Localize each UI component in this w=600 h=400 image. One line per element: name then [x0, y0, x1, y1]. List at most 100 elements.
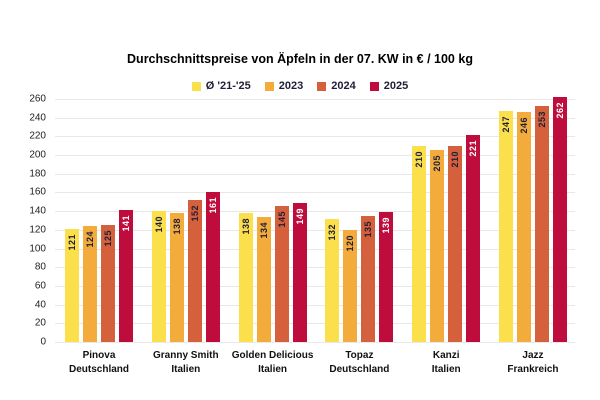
y-tick-label: 100	[29, 243, 46, 255]
bar-2024-5: 253	[534, 105, 549, 342]
category-origin: Italien	[258, 363, 288, 375]
bar-2025-3: 139	[379, 212, 394, 342]
bar-value-label: 210	[414, 150, 425, 168]
category-origin: Frankreich	[507, 363, 559, 375]
bar-value-label: 145	[276, 211, 287, 229]
bar-2024-0: 125	[101, 225, 115, 342]
legend-item-1: 2023	[264, 80, 303, 92]
bar-value-label: 247	[500, 116, 511, 133]
bar-2125-3: 132	[325, 218, 340, 342]
bar-value-label: 221	[468, 140, 479, 157]
bar-2023-3: 120	[343, 229, 358, 342]
legend-swatch-icon	[191, 81, 201, 91]
y-tick-label: 40	[34, 299, 46, 311]
bar-2125-0: 121	[65, 228, 79, 342]
bar-value-label: 124	[85, 231, 95, 248]
bar-2125-4: 210	[412, 145, 427, 342]
gridline	[55, 192, 575, 194]
bar-2024-3: 135	[361, 215, 376, 342]
category-label-3: Topaz Deutschland	[299, 349, 419, 376]
legend-swatch-icon	[369, 81, 379, 91]
bar-value-label: 134	[258, 221, 269, 239]
bar-value-label: 138	[171, 218, 182, 235]
y-tick-label: 80	[34, 261, 46, 273]
bar-2025-5: 262	[552, 97, 567, 342]
legend-label: Ø '21-'25	[205, 80, 251, 92]
category-variety: Golden Delicious	[231, 350, 314, 361]
legend-item-3: 2025	[369, 80, 409, 92]
bar-value-label: 125	[103, 230, 113, 247]
bar-2024-4: 210	[448, 145, 463, 342]
category-variety: Pinova	[82, 350, 116, 361]
bar-value-label: 210	[450, 150, 461, 168]
y-tick-label: 140	[29, 205, 46, 217]
bar-2024-2: 145	[274, 206, 289, 342]
legend-label: 2025	[383, 80, 409, 92]
y-tick-label: 180	[29, 168, 46, 180]
category-origin: Italien	[171, 363, 201, 375]
bar-2025-0: 141	[119, 210, 133, 342]
gridline	[55, 304, 575, 306]
plot-area: 121 124 125 141 Pinova Deutschland 140 138 152 16…	[55, 97, 575, 375]
bar-2023-5: 246	[516, 112, 531, 342]
bar-group-5: 247 246 253 262 Jazz Frankreich	[498, 97, 567, 375]
bar-value-label: 132	[327, 223, 338, 241]
category-variety: Topaz	[345, 350, 374, 361]
gridline	[55, 229, 575, 231]
bar-group-4: 210 205 210 221 Kanzi Italien	[412, 99, 481, 375]
bar-value-label: 246	[518, 117, 529, 134]
gridline	[55, 211, 575, 213]
bar-value-label: 139	[381, 217, 392, 234]
bar-2025-1: 161	[205, 191, 220, 342]
category-label-4: Kanzi Italien	[386, 349, 506, 376]
y-axis: 0 20 40 60 80 100 120 140 160 180 200 220 240 260	[0, 94, 46, 348]
category-origin: Deutschland	[329, 363, 390, 375]
bar-value-label: 135	[363, 220, 374, 238]
gridline	[55, 342, 575, 343]
y-tick-label: 60	[34, 280, 46, 292]
category-label-0: Pinova Deutschland	[39, 349, 159, 376]
bar-value-label: 253	[536, 110, 547, 128]
gridline	[55, 248, 575, 250]
bar-2024-1: 152	[187, 199, 202, 342]
y-tick-label: 200	[29, 149, 46, 161]
y-tick-label: 120	[29, 224, 46, 236]
bar-group-2: 138 134 145 149 Golden Delicious Italien	[232, 99, 313, 375]
bar-value-label: 120	[345, 234, 356, 252]
legend-swatch-icon	[317, 81, 327, 91]
legend-label: 2024	[331, 80, 356, 92]
bar-2025-2: 149	[292, 202, 307, 342]
category-origin: Italien	[431, 363, 461, 375]
gridline	[55, 99, 575, 100]
bar-value-label: 138	[240, 218, 251, 235]
bar-group-0: 121 124 125 141 Pinova Deutschland	[65, 99, 133, 375]
category-variety: Granny Smith	[153, 350, 219, 361]
category-label-1: Granny Smith Italien	[126, 349, 246, 376]
bar-group-1: 140 138 152 161 Granny Smith Italien	[151, 99, 220, 375]
bar-2125-1: 140	[151, 211, 166, 342]
legend-swatch-icon	[264, 81, 274, 91]
legend-item-2: 2024	[317, 80, 356, 92]
bar-value-label: 262	[554, 102, 565, 119]
y-tick-label: 240	[29, 112, 46, 124]
bar-value-label: 152	[189, 204, 200, 222]
category-label-5: Jazz Frankreich	[473, 349, 593, 376]
bar-2023-2: 134	[256, 216, 271, 342]
legend-item-0: Ø '21-'25	[191, 80, 251, 92]
bar-value-label: 121	[67, 233, 77, 251]
category-variety: Jazz	[522, 350, 544, 361]
chart-title: Durchschnittspreise von Äpfeln in der 07…	[127, 52, 473, 66]
bar-2025-4: 221	[466, 135, 481, 342]
gridline	[55, 173, 575, 175]
y-tick-label: 160	[29, 186, 46, 198]
bar-2023-1: 138	[169, 213, 184, 342]
y-tick-label: 220	[29, 130, 46, 142]
y-tick-label: 0	[40, 336, 46, 348]
gridline	[55, 285, 575, 287]
category-label-2: Golden Delicious Italien	[213, 349, 333, 376]
bar-2023-0: 124	[83, 226, 97, 342]
category-origin: Deutschland	[68, 363, 129, 375]
bar-group-3: 132 120 135 139 Topaz Deutschland	[325, 99, 394, 375]
legend: Ø '21-'25 2023 2024 2025	[0, 80, 600, 92]
